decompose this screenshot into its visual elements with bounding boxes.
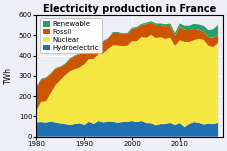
Y-axis label: TWh: TWh — [4, 67, 13, 84]
Title: Electricity production in France: Electricity production in France — [43, 4, 216, 14]
Legend: Renewable, Fossil, Nuclear, Hydroelectric: Renewable, Fossil, Nuclear, Hydroelectri… — [40, 18, 102, 53]
